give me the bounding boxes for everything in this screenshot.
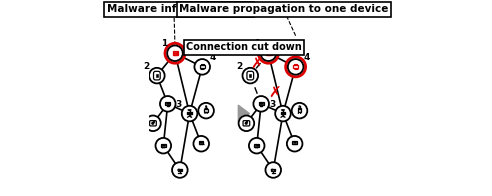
Circle shape xyxy=(239,115,254,131)
Text: 1: 1 xyxy=(161,39,167,48)
Text: ✗: ✗ xyxy=(269,86,281,101)
FancyBboxPatch shape xyxy=(274,169,275,170)
Circle shape xyxy=(193,136,209,152)
FancyBboxPatch shape xyxy=(247,71,253,80)
Circle shape xyxy=(286,57,306,77)
Text: ✗: ✗ xyxy=(250,57,263,72)
FancyBboxPatch shape xyxy=(200,65,205,68)
FancyBboxPatch shape xyxy=(153,121,154,122)
FancyBboxPatch shape xyxy=(173,52,177,54)
Circle shape xyxy=(145,115,161,131)
FancyBboxPatch shape xyxy=(249,74,251,77)
FancyBboxPatch shape xyxy=(150,121,156,126)
Circle shape xyxy=(258,43,278,63)
FancyBboxPatch shape xyxy=(298,109,301,112)
FancyBboxPatch shape xyxy=(254,144,259,147)
FancyBboxPatch shape xyxy=(293,141,297,143)
Circle shape xyxy=(198,103,214,118)
FancyBboxPatch shape xyxy=(243,121,250,126)
Circle shape xyxy=(261,45,276,61)
FancyBboxPatch shape xyxy=(293,65,298,68)
Text: 3: 3 xyxy=(176,100,182,109)
FancyBboxPatch shape xyxy=(177,51,179,55)
Circle shape xyxy=(182,106,197,121)
FancyBboxPatch shape xyxy=(201,64,204,65)
FancyBboxPatch shape xyxy=(292,141,297,144)
Circle shape xyxy=(275,106,291,121)
Circle shape xyxy=(152,122,154,124)
Circle shape xyxy=(253,96,269,112)
FancyBboxPatch shape xyxy=(180,169,182,170)
Circle shape xyxy=(160,96,176,112)
FancyBboxPatch shape xyxy=(298,108,301,109)
FancyBboxPatch shape xyxy=(266,51,271,55)
Circle shape xyxy=(194,59,210,75)
FancyBboxPatch shape xyxy=(161,144,166,147)
Circle shape xyxy=(249,138,265,153)
Circle shape xyxy=(288,59,304,75)
FancyBboxPatch shape xyxy=(173,51,177,55)
Circle shape xyxy=(206,108,207,109)
Circle shape xyxy=(167,45,183,61)
Text: 4: 4 xyxy=(304,53,309,62)
Text: 4: 4 xyxy=(210,53,216,62)
Text: Malware propagation to one device: Malware propagation to one device xyxy=(179,5,389,15)
Circle shape xyxy=(178,169,180,171)
FancyBboxPatch shape xyxy=(271,51,272,55)
FancyBboxPatch shape xyxy=(204,109,208,112)
Circle shape xyxy=(152,123,154,124)
Text: 3: 3 xyxy=(269,100,275,109)
Circle shape xyxy=(292,103,308,118)
Circle shape xyxy=(205,108,206,109)
Circle shape xyxy=(271,169,273,171)
Circle shape xyxy=(300,108,301,109)
FancyBboxPatch shape xyxy=(154,71,160,80)
FancyBboxPatch shape xyxy=(199,141,204,144)
Circle shape xyxy=(287,136,303,152)
Circle shape xyxy=(165,43,185,63)
Circle shape xyxy=(266,162,281,178)
FancyBboxPatch shape xyxy=(259,102,264,105)
FancyBboxPatch shape xyxy=(166,102,170,104)
FancyBboxPatch shape xyxy=(267,52,270,54)
FancyBboxPatch shape xyxy=(165,102,170,105)
FancyBboxPatch shape xyxy=(205,108,208,109)
FancyBboxPatch shape xyxy=(294,64,297,65)
FancyBboxPatch shape xyxy=(178,169,182,171)
Text: Malware infected device: Malware infected device xyxy=(107,5,251,15)
Circle shape xyxy=(149,68,165,83)
FancyBboxPatch shape xyxy=(156,74,158,77)
FancyBboxPatch shape xyxy=(246,121,247,122)
Circle shape xyxy=(172,162,187,178)
Circle shape xyxy=(206,106,207,107)
Text: 2: 2 xyxy=(143,62,149,71)
FancyBboxPatch shape xyxy=(271,169,276,171)
Text: 1: 1 xyxy=(254,39,261,48)
FancyBboxPatch shape xyxy=(259,102,263,104)
FancyBboxPatch shape xyxy=(161,144,165,146)
FancyBboxPatch shape xyxy=(199,141,203,143)
Circle shape xyxy=(299,106,300,107)
Circle shape xyxy=(245,122,247,124)
Text: Connection cut down: Connection cut down xyxy=(186,42,302,52)
FancyBboxPatch shape xyxy=(255,144,259,146)
Text: 2: 2 xyxy=(236,62,243,71)
Circle shape xyxy=(155,138,171,153)
Circle shape xyxy=(243,68,258,83)
